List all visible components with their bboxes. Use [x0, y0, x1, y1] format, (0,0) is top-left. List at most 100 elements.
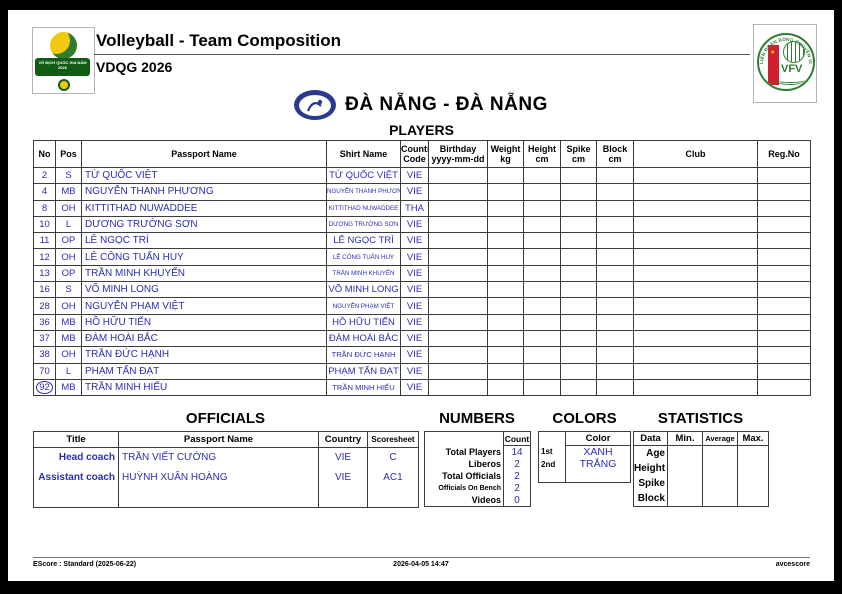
star-icon: ★ — [770, 50, 776, 56]
player-reg-no — [757, 346, 811, 364]
statistics-section-title: STATISTICS — [657, 410, 744, 427]
player-country-code: VIE — [400, 346, 429, 364]
numbers-label: Officials On Bench — [438, 484, 501, 492]
numbers-count: 14 — [503, 445, 531, 458]
statistics-row: Block — [633, 491, 769, 507]
player-row: 38 OH TRẦN ĐỨC HẠNH TRẦN ĐỨC HẠNH VIE — [33, 346, 811, 364]
player-reg-no — [757, 215, 811, 234]
player-birthday — [428, 215, 488, 234]
players-table-body: 2 S TỪ QUỐC VIỆT TỪ QUỐC VIỆT VIE 4 MB NGUYỄN T… — [33, 166, 811, 397]
officials-section-title: OFFICIALS — [185, 410, 266, 427]
player-block — [596, 378, 634, 397]
player-row: 11 OP LÊ NGỌC TRÍ LÊ NGỌC TRÍ VIE — [33, 232, 811, 250]
player-pos: OH — [55, 346, 82, 364]
player-shirt-name: LÊ CÔNG TUẤN HUY — [326, 248, 401, 266]
player-pos: L — [55, 362, 82, 380]
official-title: Head coach — [33, 447, 119, 468]
footer-software-version: EScore : Standard (2025-06-22) — [33, 561, 137, 568]
team-logo — [294, 90, 337, 120]
player-no: 8 — [33, 199, 56, 217]
player-spike — [560, 183, 597, 201]
player-passport-name: NGUYỄN PHẠM VIỆT — [81, 297, 327, 315]
player-club — [633, 199, 758, 217]
player-weight — [487, 264, 524, 283]
numbers-section-title: NUMBERS — [439, 410, 515, 427]
players-col-header: Reg.No — [757, 140, 811, 168]
player-reg-no — [757, 248, 811, 266]
player-pos: OH — [55, 248, 82, 266]
players-col-header: Spike cm — [560, 140, 597, 168]
player-birthday — [428, 264, 488, 283]
colors-header-row: Color — [539, 431, 631, 446]
numbers-row: Total Officials 2 — [425, 470, 531, 482]
officials-filler-row — [33, 487, 419, 508]
player-block — [596, 281, 634, 299]
statistics-min-value — [667, 476, 703, 491]
statistics-min-value — [667, 491, 703, 507]
player-club — [633, 346, 758, 364]
player-pos: MB — [55, 183, 82, 201]
page-title: Volleyball - Team Composition — [96, 31, 341, 50]
player-club — [633, 362, 758, 380]
player-shirt-name: DƯƠNG TRƯỜNG SƠN — [326, 215, 401, 234]
player-country-code: VIE — [400, 264, 429, 283]
statistics-data-label: Block — [633, 491, 668, 507]
player-shirt-name: TỪ QUỐC VIỆT — [326, 166, 401, 185]
player-spike — [560, 199, 597, 217]
player-reg-no — [757, 183, 811, 201]
player-birthday — [428, 329, 488, 348]
statistics-col-header: Data — [633, 431, 668, 446]
player-club — [633, 248, 758, 266]
player-row: 12 OH LÊ CÔNG TUẤN HUY LÊ CÔNG TUẤN HUY VIE — [33, 248, 811, 266]
player-pos: S — [55, 166, 82, 185]
player-reg-no — [757, 166, 811, 185]
numbers-count-header: Count — [503, 431, 531, 446]
statistics-col-header: Max. — [737, 431, 769, 446]
colors-table-body: 1st XANH 2nd TRẮNG — [539, 445, 631, 483]
statistics-max-value — [737, 445, 769, 461]
player-pos: S — [55, 281, 82, 299]
numbers-label: Videos — [471, 495, 501, 505]
players-col-header: Weight kg — [487, 140, 524, 168]
official-country: VIE — [318, 467, 368, 488]
player-birthday — [428, 346, 488, 364]
player-block — [596, 264, 634, 283]
official-country: VIE — [318, 447, 368, 468]
player-height — [523, 264, 561, 283]
official-passport-name: HUỲNH XUÂN HOÀNG — [118, 467, 319, 488]
officials-col-header: Title — [33, 431, 119, 448]
player-spike — [560, 264, 597, 283]
player-block — [596, 215, 634, 234]
player-block — [596, 248, 634, 266]
player-shirt-name: NGUYỄN THANH PHƯƠNG — [326, 183, 401, 201]
statistics-average-value — [702, 491, 738, 507]
player-reg-no — [757, 378, 811, 397]
player-block — [596, 166, 634, 185]
player-weight — [487, 248, 524, 266]
officials-col-header: Passport Name — [118, 431, 319, 448]
officials-table-body: Head coach TRẦN VIẾT CƯỜNG VIE C Assistant c… — [33, 447, 419, 508]
player-spike — [560, 362, 597, 380]
official-title: Assistant coach — [33, 467, 119, 488]
player-row: 10 L DƯƠNG TRƯỜNG SƠN DƯƠNG TRƯỜNG SƠN VIE — [33, 215, 811, 234]
player-row: 36 MB HỒ HỮU TIẾN HỒ HỮU TIẾN VIE — [33, 313, 811, 331]
player-passport-name: HỒ HỮU TIẾN — [81, 313, 327, 331]
player-reg-no — [757, 232, 811, 250]
player-weight — [487, 166, 524, 185]
player-height — [523, 281, 561, 299]
colors-empty-cell — [539, 470, 566, 483]
players-col-header: No — [33, 140, 56, 168]
player-reg-no — [757, 329, 811, 348]
player-birthday — [428, 232, 488, 250]
player-no: 13 — [33, 264, 56, 283]
player-passport-name: PHẠM TẤN ĐẠT — [81, 362, 327, 380]
player-block — [596, 313, 634, 331]
statistics-max-value — [737, 491, 769, 507]
player-silhouette-icon — [307, 99, 323, 111]
players-col-header: Birthday yyyy-mm-dd — [428, 140, 488, 168]
officials-col-header: Scoresheet — [367, 431, 419, 448]
player-passport-name: VÕ MINH LONG — [81, 281, 327, 299]
officials-table: Title Passport Name Country Scoresheet Head… — [33, 431, 419, 508]
player-pos: MB — [55, 378, 82, 397]
statistics-header-row: Data Min. Average Max. — [633, 431, 769, 446]
